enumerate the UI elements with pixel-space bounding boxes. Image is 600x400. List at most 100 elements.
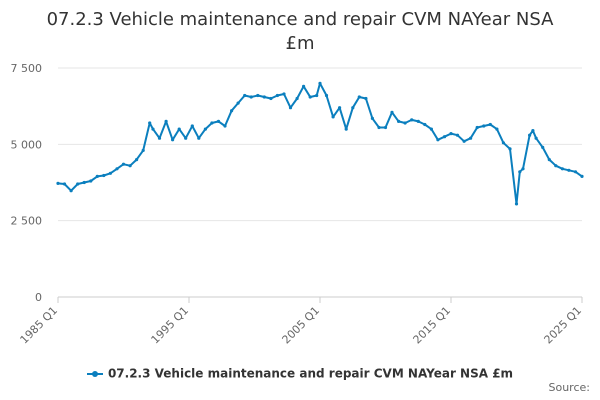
data-point[interactable] [295,96,299,101]
data-point[interactable] [403,121,407,125]
data-point[interactable] [521,167,525,171]
data-point[interactable] [184,136,188,140]
chart-title-line-1: 07.2.3 Vehicle maintenance and repair CV… [46,9,554,30]
data-point[interactable] [249,95,253,99]
data-point[interactable] [108,171,112,175]
data-point[interactable] [580,174,584,178]
x-tick-label: 1985 Q1 [18,304,61,347]
legend-line-marker-icon [86,369,103,379]
y-tick-label: 7 500 [11,62,43,75]
data-point[interactable] [164,119,168,123]
x-tick-label: 1995 Q1 [149,304,192,347]
data-point[interactable] [397,119,401,123]
x-tick-label: 2015 Q1 [411,304,454,347]
x-axis-ticks: 1985 Q1 1995 Q1 2005 Q1 2015 Q1 2025 Q1 [18,297,585,347]
data-point[interactable] [243,93,247,98]
data-point[interactable] [216,119,221,123]
data-point[interactable] [364,96,368,101]
data-point[interactable] [318,81,322,85]
data-point[interactable] [554,164,558,168]
data-point[interactable] [148,121,152,125]
data-point[interactable] [449,132,453,136]
data-point[interactable] [262,95,266,99]
data-point[interactable] [482,124,486,128]
x-tick-label: 2025 Q1 [542,304,585,347]
data-point[interactable] [514,202,519,206]
data-point[interactable] [282,92,286,96]
data-point[interactable] [338,106,342,110]
data-point[interactable] [429,127,433,131]
data-point[interactable] [190,124,194,128]
legend-label: 07.2.3 Vehicle maintenance and repair CV… [107,366,514,381]
data-point[interactable] [141,148,145,152]
y-axis-tick-labels: 0 2 500 5 000 7 500 [11,62,43,304]
data-point[interactable] [436,138,440,142]
data-point[interactable] [269,96,273,101]
data-point[interactable] [501,141,505,145]
data-point[interactable] [121,162,126,166]
data-point[interactable] [357,95,361,99]
data-point[interactable] [151,127,155,131]
data-point[interactable] [230,109,234,113]
data-point[interactable] [351,106,355,110]
data-point[interactable] [331,115,335,119]
data-point[interactable] [495,127,499,131]
data-point[interactable] [469,136,473,140]
data-point[interactable] [370,116,374,120]
data-point[interactable] [56,181,60,185]
data-point[interactable] [82,180,86,185]
data-point[interactable] [115,167,119,171]
y-tick-label: 0 [35,291,42,304]
data-point[interactable] [528,133,532,137]
data-point[interactable] [541,145,545,149]
data-point[interactable] [442,135,447,139]
data-point[interactable] [534,136,538,140]
data-point[interactable] [488,122,492,127]
data-point[interactable] [171,138,175,142]
data-point[interactable] [157,136,162,140]
data-point[interactable] [462,139,466,143]
data-point[interactable] [302,84,306,88]
data-point[interactable] [95,174,99,178]
data-point[interactable] [223,124,227,128]
data-point[interactable] [573,170,578,174]
legend[interactable]: 07.2.3 Vehicle maintenance and repair CV… [0,366,600,381]
data-point[interactable] [135,158,139,162]
data-point[interactable] [288,106,293,110]
data-point[interactable] [236,101,240,105]
data-point[interactable] [315,93,319,98]
data-point[interactable] [455,133,460,137]
data-point[interactable] [531,129,535,133]
data-point[interactable] [128,164,132,168]
data-point[interactable] [567,168,571,172]
series-group[interactable] [56,81,584,206]
data-point[interactable] [102,173,106,178]
chart-title-line-2: £m [285,33,315,54]
data-point[interactable] [383,125,388,130]
data-point[interactable] [197,136,201,140]
data-point[interactable] [518,170,522,174]
data-point[interactable] [69,189,73,193]
data-point[interactable] [177,127,181,131]
data-point[interactable] [390,110,394,114]
data-point[interactable] [508,147,512,151]
data-point[interactable] [377,125,381,130]
data-point[interactable] [324,93,329,98]
data-point[interactable] [203,127,207,131]
data-point[interactable] [547,158,551,162]
data-point[interactable] [410,118,414,122]
data-point[interactable] [76,182,80,186]
data-point[interactable] [308,95,312,99]
x-tick-label: 2005 Q1 [280,304,323,347]
data-point[interactable] [475,125,479,130]
data-point[interactable] [62,182,67,186]
data-point[interactable] [210,121,214,125]
data-point[interactable] [423,122,427,127]
data-point[interactable] [344,127,348,131]
data-point[interactable] [416,119,420,123]
data-point[interactable] [89,179,93,183]
data-point[interactable] [560,167,565,171]
data-point[interactable] [275,93,279,98]
data-point[interactable] [256,93,260,98]
